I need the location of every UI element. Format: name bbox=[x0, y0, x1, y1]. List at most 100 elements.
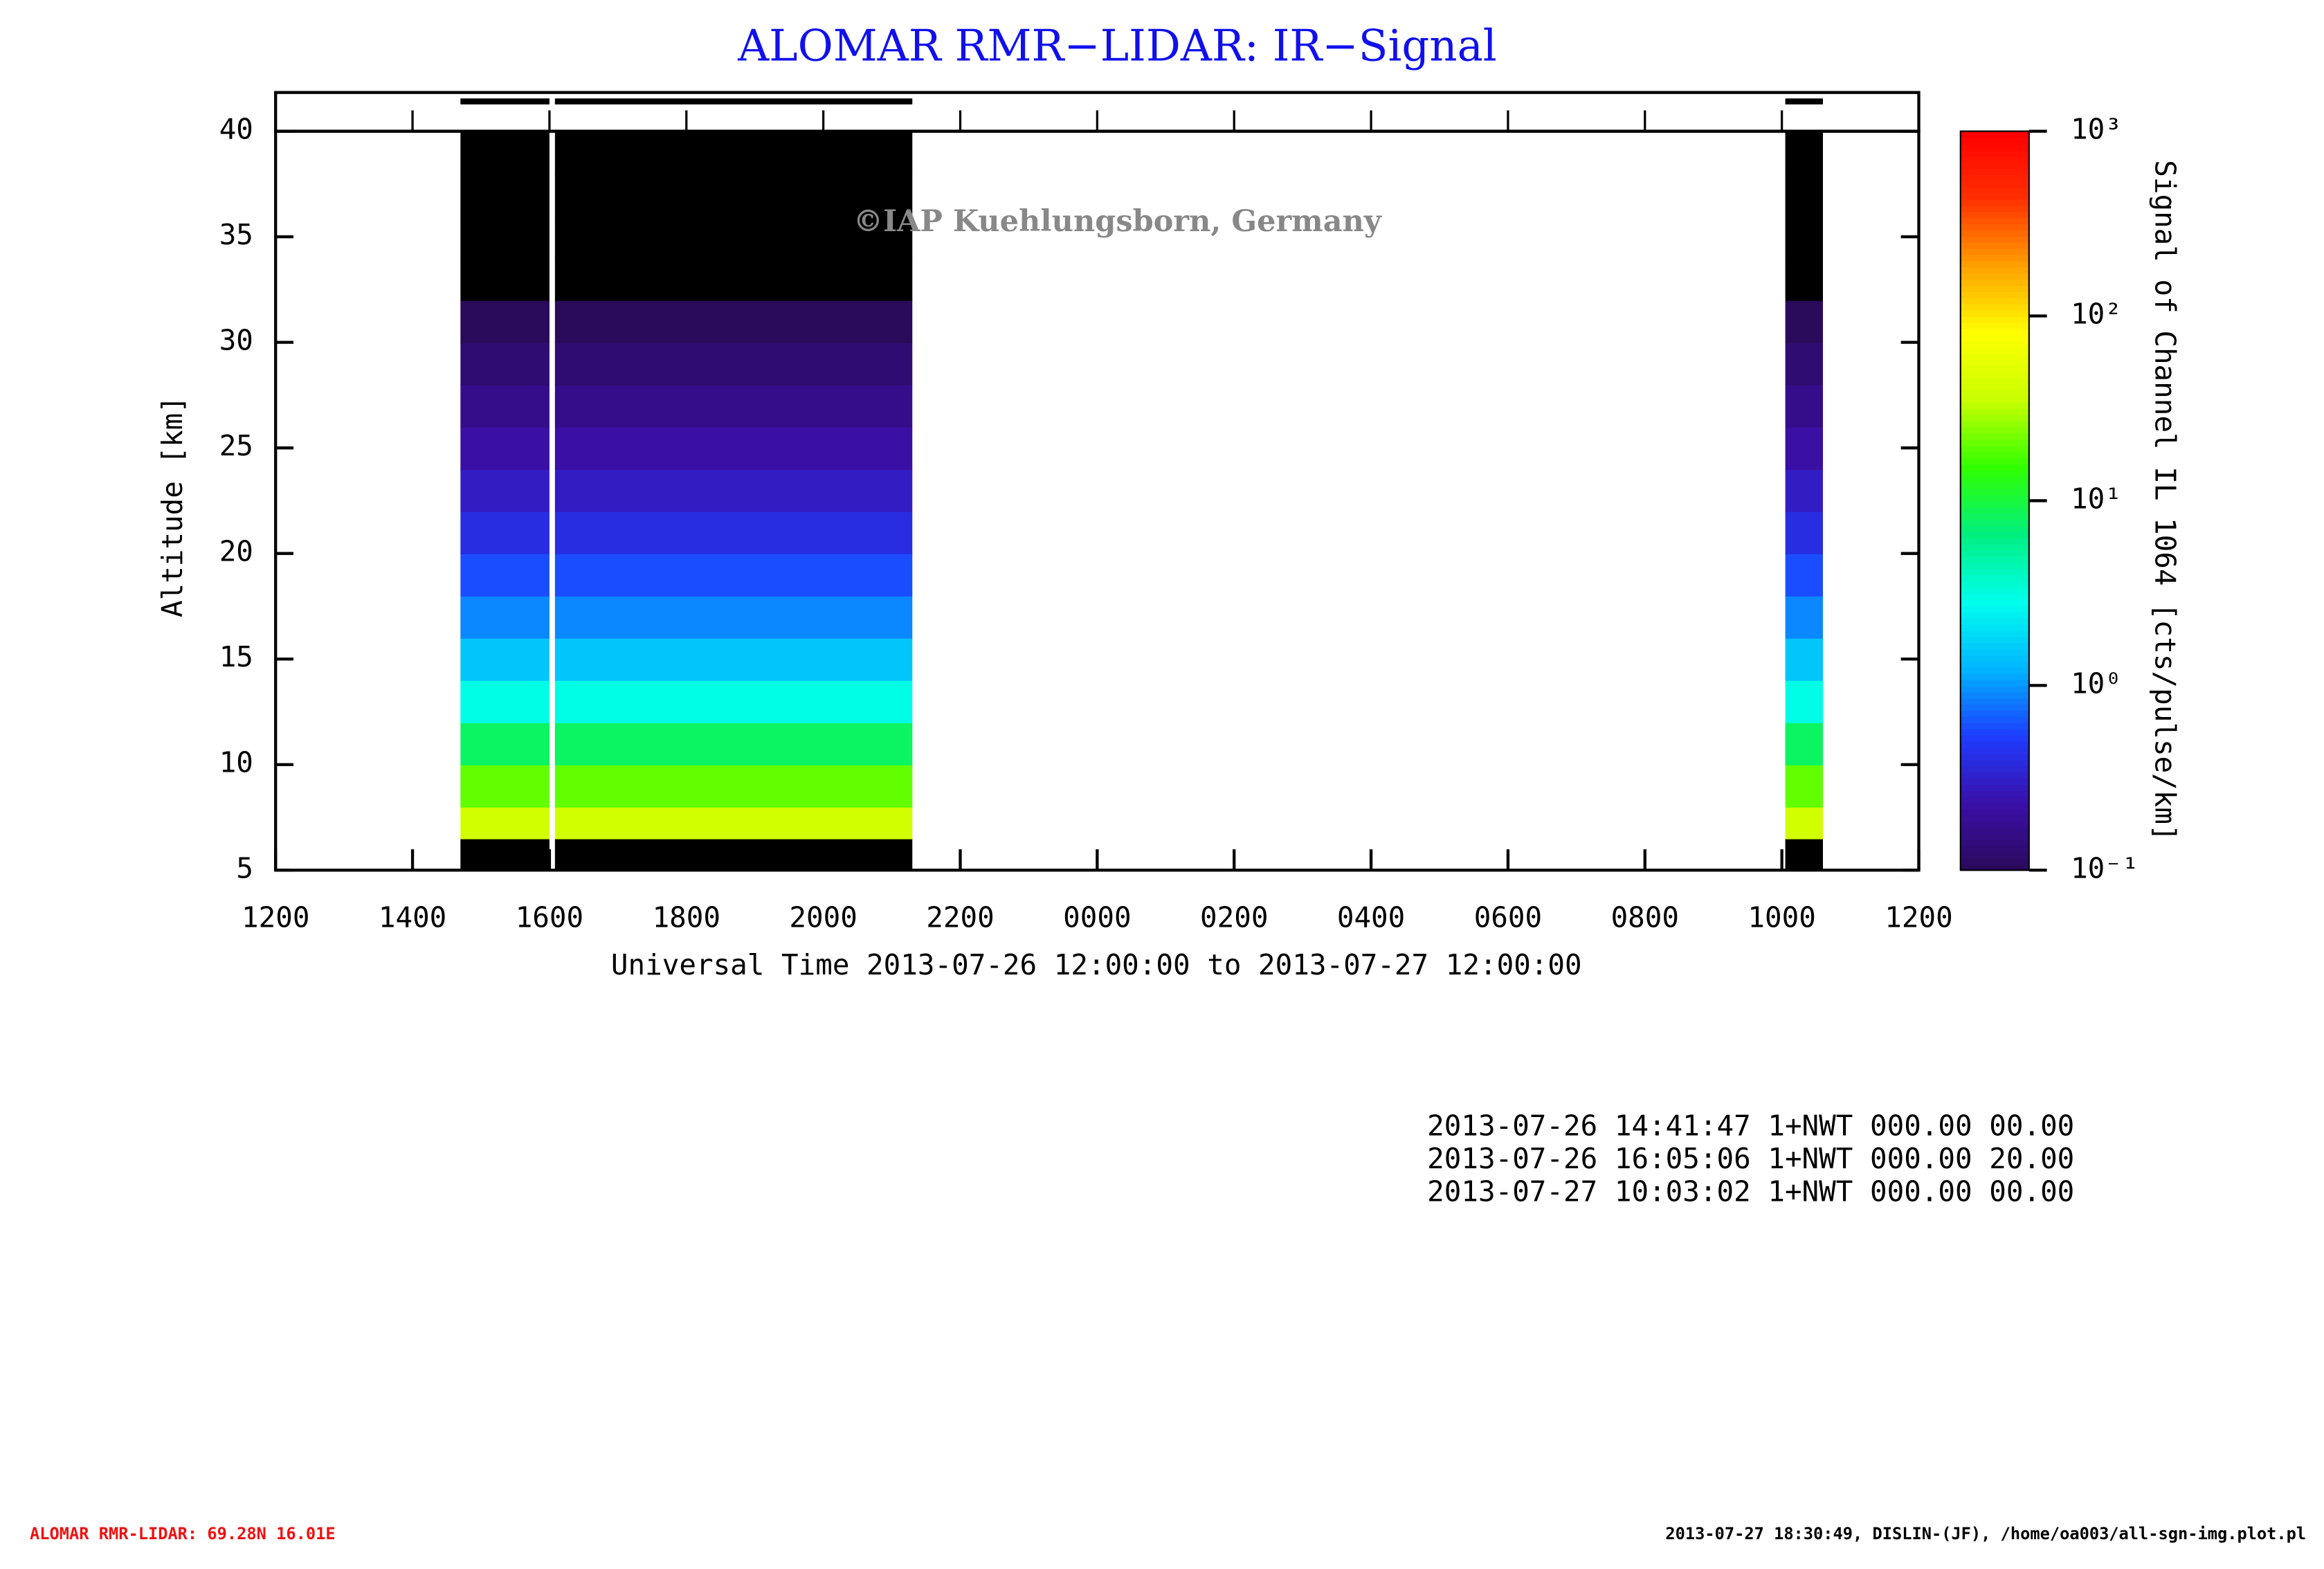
colorbar-segment bbox=[1960, 162, 2029, 170]
signal-cell bbox=[1785, 131, 1824, 174]
colorbar-segment bbox=[1960, 698, 2029, 705]
x-tick-label: 1600 bbox=[516, 900, 583, 934]
colorbar-tick-label: 10² bbox=[2071, 298, 2122, 331]
signal-cell bbox=[460, 553, 550, 597]
colorbar-segment bbox=[1960, 347, 2029, 354]
footer-right: 2013-07-27 18:30:49, DISLIN-(JF), /home/… bbox=[1665, 1524, 2306, 1543]
colorbar-segment bbox=[1960, 513, 2029, 520]
signal-cell bbox=[1785, 595, 1824, 639]
signal-cell bbox=[554, 595, 913, 639]
info-line: 2013-07-26 14:41:47 1+NWT 000.00 00.00 bbox=[1427, 1109, 2074, 1143]
info-line: 2013-07-26 16:05:06 1+NWT 000.00 20.00 bbox=[1427, 1142, 2074, 1175]
signal-cell bbox=[1785, 173, 1824, 217]
colorbar-segment bbox=[1960, 494, 2029, 502]
colorbar-segment bbox=[1960, 765, 2029, 772]
colorbar-segment bbox=[1960, 199, 2029, 206]
colorbar-segment bbox=[1960, 636, 2029, 644]
blank-ground bbox=[1785, 838, 1824, 871]
signal-cell bbox=[554, 680, 913, 723]
colorbar-segment bbox=[1960, 205, 2029, 212]
colorbar-segment bbox=[1960, 617, 2029, 625]
signal-cell bbox=[1785, 300, 1824, 343]
colorbar-segment bbox=[1960, 802, 2029, 810]
x-tick-label: 1800 bbox=[653, 900, 720, 934]
colorbar-segment bbox=[1960, 660, 2029, 668]
colorbar-segment bbox=[1960, 322, 2029, 329]
signal-cell bbox=[460, 722, 550, 765]
colorbar-segment bbox=[1960, 851, 2029, 859]
colorbar-segment bbox=[1960, 248, 2029, 255]
colorbar-segment bbox=[1960, 574, 2029, 582]
colorbar-segment bbox=[1960, 149, 2029, 157]
colorbar-segment bbox=[1960, 334, 2029, 342]
signal-cell bbox=[1785, 215, 1824, 259]
x-tick-label: 0400 bbox=[1337, 900, 1405, 934]
colorbar-segment bbox=[1960, 433, 2029, 440]
colorbar-segment bbox=[1960, 815, 2029, 822]
y-tick-label: 40 bbox=[219, 113, 253, 146]
colorbar-segment bbox=[1960, 709, 2029, 717]
colorbar-tick-label: 10⁻¹ bbox=[2071, 851, 2139, 885]
colorbar-tick-label: 10³ bbox=[2071, 113, 2122, 146]
signal-cell bbox=[554, 384, 913, 428]
colorbar-segment bbox=[1960, 402, 2029, 410]
period-bar bbox=[460, 98, 550, 105]
colorbar-segment bbox=[1960, 254, 2029, 262]
signal-cell bbox=[460, 257, 550, 301]
signal-cell bbox=[554, 722, 913, 765]
colorbar-segment bbox=[1960, 642, 2029, 650]
colorbar-segment bbox=[1960, 537, 2029, 545]
chart-title: ALOMAR RMR−LIDAR: IR−Signal bbox=[737, 20, 1497, 71]
signal-cell bbox=[460, 342, 550, 386]
colorbar-segment bbox=[1960, 839, 2029, 846]
signal-cell bbox=[1785, 637, 1824, 681]
colorbar-segment bbox=[1960, 728, 2029, 736]
colorbar-segment bbox=[1960, 341, 2029, 348]
colorbar-segment bbox=[1960, 581, 2029, 588]
colorbar-segment bbox=[1960, 352, 2029, 360]
colorbar-segment bbox=[1960, 611, 2029, 619]
colorbar-segment bbox=[1960, 192, 2029, 200]
signal-cell bbox=[1785, 511, 1824, 554]
colorbar-segment bbox=[1960, 229, 2029, 237]
x-tick-label: 0800 bbox=[1611, 900, 1679, 934]
signal-cell bbox=[554, 215, 913, 259]
signal-cell bbox=[1785, 469, 1824, 512]
signal-cell bbox=[554, 637, 913, 681]
signal-cell bbox=[460, 131, 550, 174]
colorbar-segment bbox=[1960, 180, 2029, 188]
colorbar-segment bbox=[1960, 426, 2029, 434]
colorbar-segment bbox=[1960, 328, 2029, 336]
signal-cell bbox=[1785, 342, 1824, 386]
colorbar-segment bbox=[1960, 451, 2029, 459]
colorbar-segment bbox=[1960, 242, 2029, 249]
colorbar-segment bbox=[1960, 156, 2029, 163]
signal-cell bbox=[1785, 553, 1824, 597]
colorbar-segment bbox=[1960, 186, 2029, 194]
signal-cell bbox=[460, 806, 550, 840]
colorbar-segment bbox=[1960, 273, 2029, 280]
colorbar-segment bbox=[1960, 475, 2029, 483]
x-tick-label: 0200 bbox=[1200, 900, 1268, 934]
signal-cell bbox=[460, 469, 550, 512]
colorbar-segment bbox=[1960, 531, 2029, 538]
colorbar-segment bbox=[1960, 217, 2029, 225]
colorbar-segment bbox=[1960, 464, 2029, 471]
colorbar-segment bbox=[1960, 445, 2029, 453]
signal-cell bbox=[1785, 257, 1824, 301]
signal-cell bbox=[554, 764, 913, 808]
colorbar-segment bbox=[1960, 586, 2029, 594]
signal-cell bbox=[460, 511, 550, 554]
signal-cell bbox=[554, 131, 913, 174]
colorbar-segment bbox=[1960, 316, 2029, 323]
colorbar-segment bbox=[1960, 624, 2029, 631]
signal-cell bbox=[1785, 680, 1824, 723]
colorbar-segment bbox=[1960, 420, 2029, 428]
x-tick-label: 1400 bbox=[379, 900, 446, 934]
colorbar-segment bbox=[1960, 691, 2029, 699]
colorbar-segment bbox=[1960, 592, 2029, 600]
signal-cell bbox=[460, 595, 550, 639]
signal-cell bbox=[1785, 426, 1824, 470]
colorbar-segment bbox=[1960, 266, 2029, 274]
colorbar-segment bbox=[1960, 285, 2029, 293]
